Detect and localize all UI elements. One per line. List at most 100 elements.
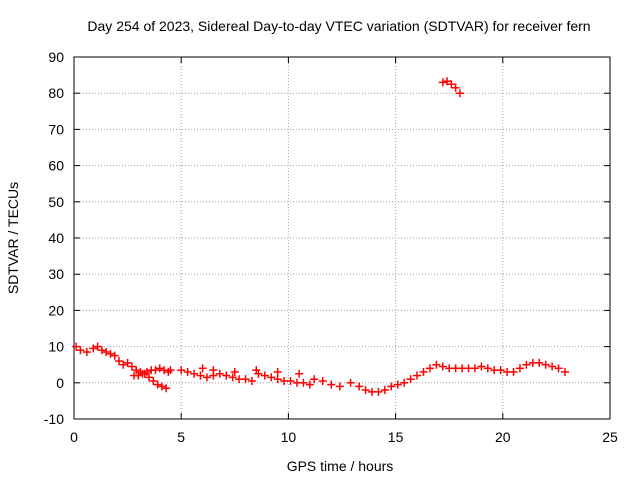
data-point (483, 364, 492, 373)
data-point (142, 367, 151, 376)
y-tick-label: 50 (48, 194, 64, 210)
x-tick-label: 0 (70, 429, 78, 445)
y-tick-label: -10 (44, 411, 64, 427)
data-point (515, 364, 524, 373)
y-tick-label: 60 (48, 158, 64, 174)
y-tick-label: 30 (48, 266, 64, 282)
data-point (425, 364, 434, 373)
data-point (541, 360, 550, 369)
data-point (299, 378, 308, 387)
data-point (241, 375, 250, 384)
data-point (335, 382, 344, 391)
data-point (230, 367, 239, 376)
data-point (522, 360, 531, 369)
data-point (295, 369, 304, 378)
data-point (228, 373, 237, 382)
data-point (97, 346, 106, 355)
data-point (413, 371, 422, 380)
data-point (509, 367, 518, 376)
data-point (443, 77, 452, 86)
data-point (286, 376, 295, 385)
data-point (82, 348, 91, 357)
y-tick-label: 90 (48, 49, 64, 65)
data-point (438, 78, 447, 87)
y-tick-label: 20 (48, 302, 64, 318)
data-points (72, 77, 569, 396)
data-point (260, 371, 269, 380)
data-point (361, 386, 370, 395)
data-point (149, 376, 158, 385)
data-point (190, 369, 199, 378)
data-point (355, 382, 364, 391)
data-point (110, 351, 119, 360)
data-point (267, 373, 276, 382)
data-point (380, 386, 389, 395)
grid (74, 57, 610, 419)
x-axis-label: GPS time / hours (287, 458, 394, 474)
data-point (247, 376, 256, 385)
data-point (155, 364, 164, 373)
data-point (374, 387, 383, 396)
data-point (183, 367, 192, 376)
data-point (406, 375, 415, 384)
data-point (198, 364, 207, 373)
data-point (400, 378, 409, 387)
data-point (102, 348, 111, 357)
y-tick-label: 40 (48, 230, 64, 246)
data-point (132, 366, 141, 375)
x-tick-label: 10 (281, 429, 297, 445)
x-tick-label: 25 (602, 429, 618, 445)
data-point (273, 367, 282, 376)
data-point (447, 80, 456, 89)
data-point (119, 360, 128, 369)
data-point (438, 362, 447, 371)
data-point (222, 371, 231, 380)
data-point (160, 366, 169, 375)
y-tick-label: 70 (48, 121, 64, 137)
data-point (535, 358, 544, 367)
data-point (393, 380, 402, 389)
data-point (153, 380, 162, 389)
data-point (106, 349, 115, 358)
data-point (560, 367, 569, 376)
data-point (76, 346, 85, 355)
data-point (310, 375, 319, 384)
data-point (72, 342, 81, 351)
y-axis-label: SDTVAR / TECUs (5, 182, 21, 294)
data-point (470, 364, 479, 373)
data-point (215, 369, 224, 378)
data-point (164, 367, 173, 376)
data-point (346, 378, 355, 387)
data-point (318, 376, 327, 385)
data-point (209, 366, 218, 375)
y-tick-label: 0 (56, 375, 64, 391)
y-tick-label: 80 (48, 85, 64, 101)
data-point (477, 362, 486, 371)
data-point (419, 367, 428, 376)
x-tick-label: 5 (177, 429, 185, 445)
data-point (432, 360, 441, 369)
data-point (387, 382, 396, 391)
data-point (93, 342, 102, 351)
data-point (89, 344, 98, 353)
data-point (134, 371, 143, 380)
data-point (177, 366, 186, 375)
x-tick-label: 20 (495, 429, 511, 445)
y-tick-label: 10 (48, 339, 64, 355)
data-point (554, 364, 563, 373)
data-point (162, 384, 171, 393)
data-point (151, 366, 160, 375)
data-point (327, 380, 336, 389)
data-point (273, 375, 282, 384)
chart-title: Day 254 of 2023, Sidereal Day-to-day VTE… (87, 18, 590, 34)
x-tick-label: 15 (388, 429, 404, 445)
data-point (455, 89, 464, 98)
data-point (145, 373, 154, 382)
data-point (496, 366, 505, 375)
data-point (157, 382, 166, 391)
data-point (305, 380, 314, 389)
data-point (202, 373, 211, 382)
data-point (127, 362, 136, 371)
data-point (548, 362, 557, 371)
